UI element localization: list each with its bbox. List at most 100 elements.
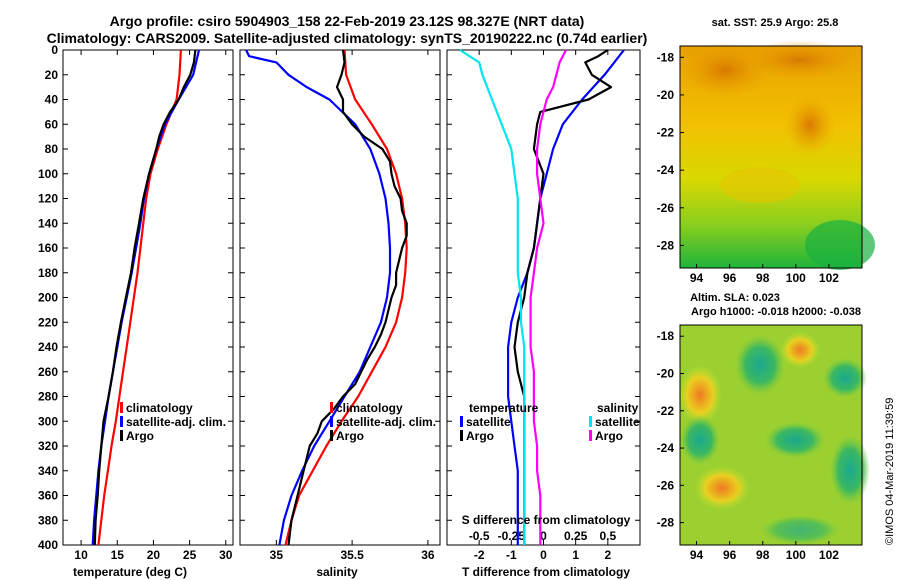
top-x-tick-label: -0.25 [498, 529, 526, 543]
sst-map-ticks: 94 96 98 100 102 -18 -20 -22 -24 -26 -28 [657, 50, 840, 285]
lat-tick-label: -28 [657, 238, 675, 252]
sla-low-anomaly [680, 415, 720, 465]
sla-low-anomaly [823, 358, 867, 398]
legend-s-argo: Argo [595, 429, 623, 443]
lon-tick-label: 102 [819, 271, 839, 285]
lon-tick-label: 100 [786, 548, 806, 562]
lon-tick-label: 100 [786, 271, 806, 285]
x-tick-label: 25 [183, 548, 197, 562]
sst-green-patch [805, 220, 875, 270]
lat-tick-label: -20 [657, 366, 675, 380]
legend-swatch-satellite [120, 416, 123, 427]
sst-yellow-band [720, 167, 800, 203]
series-argo [93, 49, 197, 546]
salinity-legend: climatology satellite-adj. clim. Argo [330, 401, 436, 443]
legend-title-salinity: salinity [597, 401, 639, 415]
sla-high-anomaly [780, 332, 820, 368]
lat-tick-label: -26 [657, 478, 675, 492]
legend-title-temperature: temperature [469, 401, 539, 415]
legend-argo: Argo [126, 429, 154, 443]
sla-map-ticks: 94 96 98 100 102 -18 -20 -22 -24 -26 -28 [657, 329, 840, 562]
sla-low-anomaly [735, 335, 785, 395]
series-argo [287, 49, 408, 546]
series-climatology [97, 49, 182, 546]
sst-warm-patch [785, 95, 835, 155]
lat-tick-label: -18 [657, 50, 675, 64]
difference-panel-frame [446, 49, 641, 546]
difference-top-xlabel: S difference from climatology [462, 513, 631, 527]
lon-tick-label: 94 [690, 548, 704, 562]
depth-tick-label: 200 [38, 291, 58, 305]
x-tick-label: 35 [270, 548, 284, 562]
top-x-tick-label: 0 [540, 529, 547, 543]
depth-tick-label: 0 [51, 43, 58, 57]
depth-tick-label: 220 [38, 315, 58, 329]
top-x-tick-label: 0.25 [564, 529, 588, 543]
sla-map-title-2: Argo h1000: -0.018 h2000: -0.038 [691, 306, 861, 318]
legend-t-satellite: satellite [466, 415, 511, 429]
depth-tick-label: 120 [38, 192, 58, 206]
legend-swatch-s-argo [589, 430, 592, 441]
sst-map-title: sat. SST: 25.9 Argo: 25.8 [712, 17, 839, 29]
depth-tick-label: 60 [45, 117, 59, 131]
sla-map-frame [679, 324, 863, 546]
x-tick-label: -1 [506, 548, 517, 562]
x-tick-label: 10 [74, 548, 88, 562]
series-t-satellite [507, 49, 625, 545]
legend-swatch-t-satellite [460, 416, 463, 427]
legend-climatology: climatology [126, 401, 193, 415]
depth-tick-label: 380 [38, 513, 58, 527]
legend-climatology: climatology [336, 401, 403, 415]
title-line-2: Climatology: CARS2009. Satellite-adjuste… [47, 30, 648, 46]
depth-tick-label: 280 [38, 390, 58, 404]
depth-tick-label: 160 [38, 241, 58, 255]
lon-tick-label: 96 [723, 548, 737, 562]
lon-tick-label: 102 [819, 548, 839, 562]
legend-swatch-argo [330, 430, 333, 441]
series-s-argo [529, 49, 567, 545]
depth-tick-label: 300 [38, 414, 58, 428]
difference-profile-plot: -2 -1 0 1 2 -0.5 -0.25 0 0.25 0.5 [459, 49, 625, 562]
sla-low-anomaly [830, 435, 870, 505]
depth-tick-label: 180 [38, 266, 58, 280]
sla-low-anomaly [760, 515, 840, 545]
legend-swatch-climatology [120, 402, 123, 413]
series-s-satellite [459, 49, 526, 545]
lat-tick-label: -26 [657, 201, 675, 215]
legend-satellite: satellite-adj. clim. [336, 415, 436, 429]
depth-tick-label: 260 [38, 365, 58, 379]
sst-map-frame [679, 45, 863, 269]
x-tick-label: 36 [421, 548, 435, 562]
depth-tick-label: 100 [38, 167, 58, 181]
depth-tick-label: 20 [45, 68, 59, 82]
sla-high-anomaly [694, 466, 750, 510]
x-tick-label: 0 [540, 548, 547, 562]
sst-warm-patch [740, 40, 860, 80]
temperature-legend: climatology satellite-adj. clim. Argo [120, 401, 226, 443]
legend-swatch-climatology [330, 402, 333, 413]
legend-argo: Argo [336, 429, 364, 443]
lat-tick-label: -22 [657, 126, 675, 140]
legend-swatch-t-argo [460, 430, 463, 441]
legend-swatch-s-satellite [589, 416, 592, 427]
x-tick-label: 35.5 [340, 548, 364, 562]
salinity-xlabel: salinity [316, 565, 358, 579]
series-climatology [284, 49, 408, 546]
legend-s-satellite: satellite [595, 415, 640, 429]
x-tick-label: 2 [604, 548, 611, 562]
sst-map [679, 40, 875, 270]
difference-xlabel: T difference from climatology [462, 565, 630, 579]
temperature-panel-frame [62, 49, 234, 546]
x-tick-label: -2 [474, 548, 485, 562]
lat-tick-label: -20 [657, 88, 675, 102]
temperature-xlabel: temperature (deg C) [73, 565, 187, 579]
legend-satellite: satellite-adj. clim. [126, 415, 226, 429]
depth-tick-label: 40 [45, 93, 59, 107]
salinity-panel-frame [239, 49, 441, 546]
top-x-tick-label: -0.5 [469, 529, 490, 543]
depth-tick-label: 80 [45, 142, 59, 156]
x-tick-label: 15 [111, 548, 125, 562]
legend-swatch-satellite [330, 416, 333, 427]
title-line-1: Argo profile: csiro 5904903_158 22-Feb-2… [110, 13, 585, 29]
